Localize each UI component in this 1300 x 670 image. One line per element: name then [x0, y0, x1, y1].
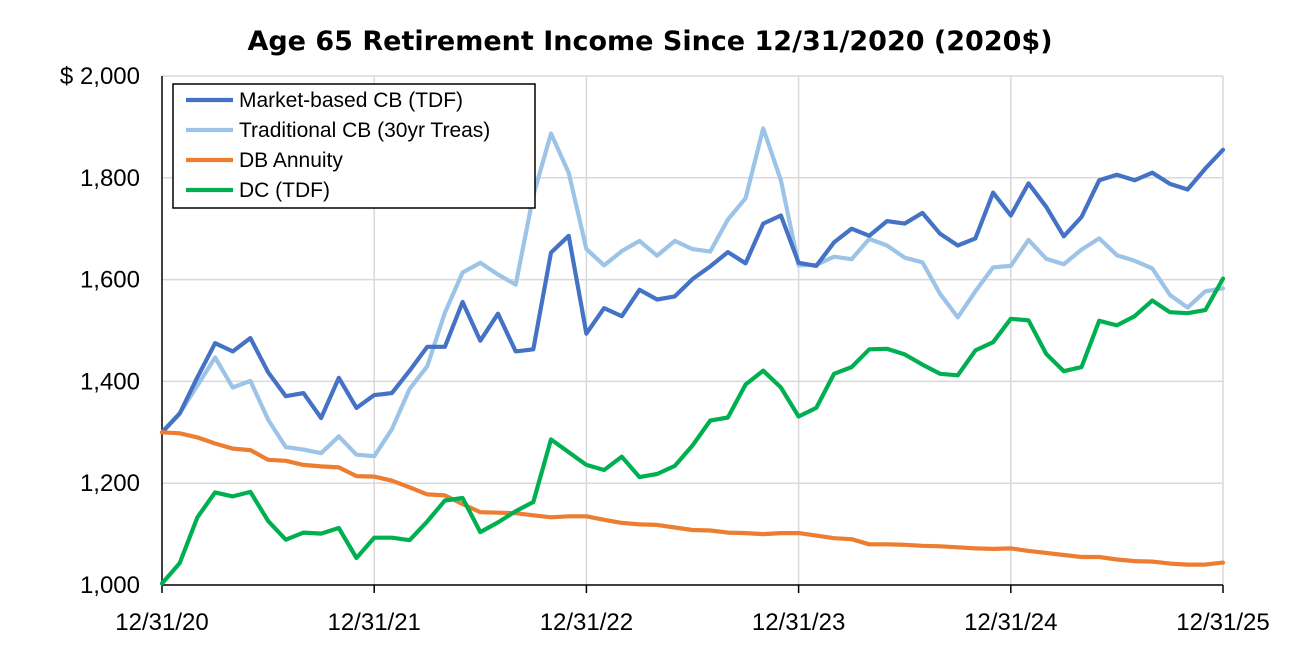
y-tick-label: 1,200 — [80, 470, 140, 497]
chart-title: Age 65 Retirement Income Since 12/31/202… — [247, 26, 1052, 57]
legend-entry: Traditional CB (30yr Treas) — [239, 119, 490, 142]
x-tick-label: 12/31/20 — [115, 609, 208, 636]
y-tick-label: $ 2,000 — [60, 63, 140, 90]
series-line-3 — [159, 430, 1226, 567]
legend: Market-based CB (TDF) Traditional CB (30y… — [172, 83, 536, 209]
y-tick-label: 1,000 — [80, 572, 140, 599]
axes: 1,000 1,200 1,400 1,600 1,800 $ 2,000 12/31/20… — [60, 63, 1270, 636]
y-tick-label: 1,600 — [80, 267, 140, 294]
x-tick-label: 12/31/22 — [540, 609, 633, 636]
series-line-1 — [159, 147, 1226, 435]
legend-entry: DB Annuity — [239, 149, 343, 172]
legend-entry: DC (TDF) — [239, 179, 330, 202]
series-lines — [159, 126, 1226, 586]
x-tick-label: 12/31/24 — [964, 609, 1057, 636]
x-tick-label: 12/31/23 — [752, 609, 845, 636]
legend-entry: Market-based CB (TDF) — [239, 89, 463, 112]
y-tick-label: 1,400 — [80, 368, 140, 395]
x-tick-label: 12/31/25 — [1176, 609, 1269, 636]
series-line-4 — [159, 276, 1226, 586]
y-tick-label: 1,800 — [80, 165, 140, 192]
x-tick-label: 12/31/21 — [327, 609, 420, 636]
legend-box — [172, 83, 536, 209]
series-line-2 — [159, 126, 1226, 459]
